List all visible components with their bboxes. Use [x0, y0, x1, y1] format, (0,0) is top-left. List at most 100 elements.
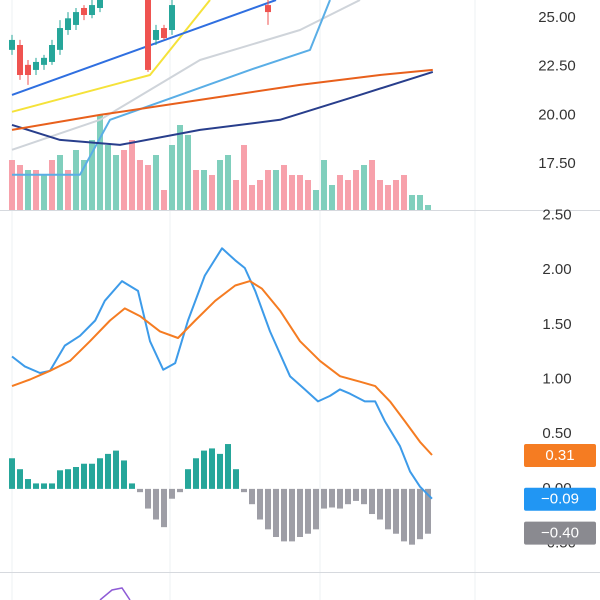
line-series: [11, 247, 433, 500]
candle-body: [41, 57, 47, 65]
candle-body: [97, 0, 103, 8]
histogram-bar: [225, 444, 231, 489]
volume-bar: [361, 165, 367, 210]
histogram-bar: [257, 488, 263, 520]
volume-bar: [145, 165, 151, 210]
volume-bar: [73, 150, 79, 210]
volume-bar: [345, 180, 351, 210]
histogram-bar: [185, 469, 191, 489]
histogram-bar: [361, 488, 367, 505]
histogram-bar: [41, 483, 47, 489]
volume-bar: [185, 135, 191, 210]
histogram-bar: [265, 488, 271, 530]
volume-bar: [305, 180, 311, 210]
time-grid: [11, 0, 476, 600]
last-value-label: −0.09: [541, 491, 579, 508]
volume-bar: [257, 180, 263, 210]
candle-body: [17, 45, 23, 75]
volume-bar: [353, 170, 359, 210]
line-series: [11, 280, 433, 456]
histogram-bar: [33, 483, 39, 489]
last-value-badge: [524, 487, 596, 511]
volume-bar: [25, 170, 31, 210]
histogram-bar: [57, 470, 63, 489]
price-axis: 25.00 22.50 20.00 17.50 2.50 2.00 1.50 1.00 0.50…: [524, 9, 596, 552]
histogram-bar: [329, 488, 335, 508]
volume-bar: [417, 195, 423, 210]
volume-bar: [153, 155, 159, 210]
y-tick-label: 20.00: [538, 106, 576, 123]
histogram-bar: [17, 469, 23, 489]
volume-bar: [121, 150, 127, 210]
volume-bar: [169, 145, 175, 210]
volume-bar: [297, 175, 303, 210]
histogram-bar: [137, 488, 143, 493]
histogram-bar: [153, 488, 159, 520]
volume-bar: [225, 155, 231, 210]
candle-body: [265, 5, 271, 13]
volume-bar: [97, 115, 103, 210]
volume-bar: [193, 170, 199, 210]
y-tick-label: 2.00: [542, 261, 571, 278]
histogram-bar: [161, 488, 167, 528]
histogram-bar: [97, 458, 103, 489]
volume-bar: [233, 180, 239, 210]
histogram-bar: [73, 467, 79, 489]
candle-body: [25, 64, 31, 75]
volume-bar: [377, 180, 383, 210]
histogram-bar: [425, 488, 431, 534]
volume-bar: [273, 170, 279, 210]
histogram-bar: [385, 488, 391, 530]
volume-bar: [401, 175, 407, 210]
volume-bar: [321, 160, 327, 210]
histogram-bar: [313, 488, 319, 530]
histogram-bar: [89, 463, 95, 489]
histogram-bar: [417, 488, 423, 540]
volume-bar: [105, 145, 111, 210]
volume-bar: [137, 160, 143, 210]
volume-bar: [177, 125, 183, 210]
line-series: [11, 0, 361, 151]
histogram-bar: [209, 448, 215, 489]
volume-bar: [129, 140, 135, 210]
volume-bar: [209, 175, 215, 210]
histogram-bar: [177, 488, 183, 493]
lower-indicator: [99, 587, 131, 600]
volume-bar: [81, 160, 87, 210]
histogram-bar: [129, 483, 135, 489]
histogram-bar: [281, 488, 287, 542]
volume-bar: [369, 160, 375, 210]
y-tick-label: 1.00: [542, 370, 571, 387]
histogram-bar: [369, 488, 375, 515]
histogram-bar: [249, 488, 255, 505]
histogram-bar: [113, 450, 119, 489]
price-panel: [9, 0, 434, 210]
y-tick-label: 0.50: [542, 425, 571, 442]
candle-body: [73, 12, 79, 25]
candle-body: [145, 0, 151, 70]
y-tick-label: 17.50: [538, 155, 576, 172]
volume-bar: [49, 160, 55, 210]
histogram-bar: [401, 488, 407, 542]
histogram-bar: [345, 488, 351, 505]
volume-bar: [409, 195, 415, 210]
volume-bar: [249, 185, 255, 210]
volume-bar: [337, 175, 343, 210]
line-series: [11, 0, 277, 96]
last-value-badge: [524, 443, 596, 467]
histogram-bar: [233, 469, 239, 489]
y-tick-label: 1.50: [542, 316, 571, 333]
volume-bar: [57, 155, 63, 210]
candle-body: [57, 28, 63, 50]
candle-body: [161, 28, 167, 38]
histogram-bar: [289, 488, 295, 542]
volume-bar: [241, 145, 247, 210]
histogram-bar: [273, 488, 279, 538]
volume-bar: [113, 155, 119, 210]
histogram-bar: [393, 488, 399, 534]
volume-bar: [161, 190, 167, 210]
last-value-label: −0.40: [541, 525, 579, 542]
volume-bar: [385, 185, 391, 210]
histogram-bar: [353, 488, 359, 501]
line-series: [11, 68, 433, 131]
